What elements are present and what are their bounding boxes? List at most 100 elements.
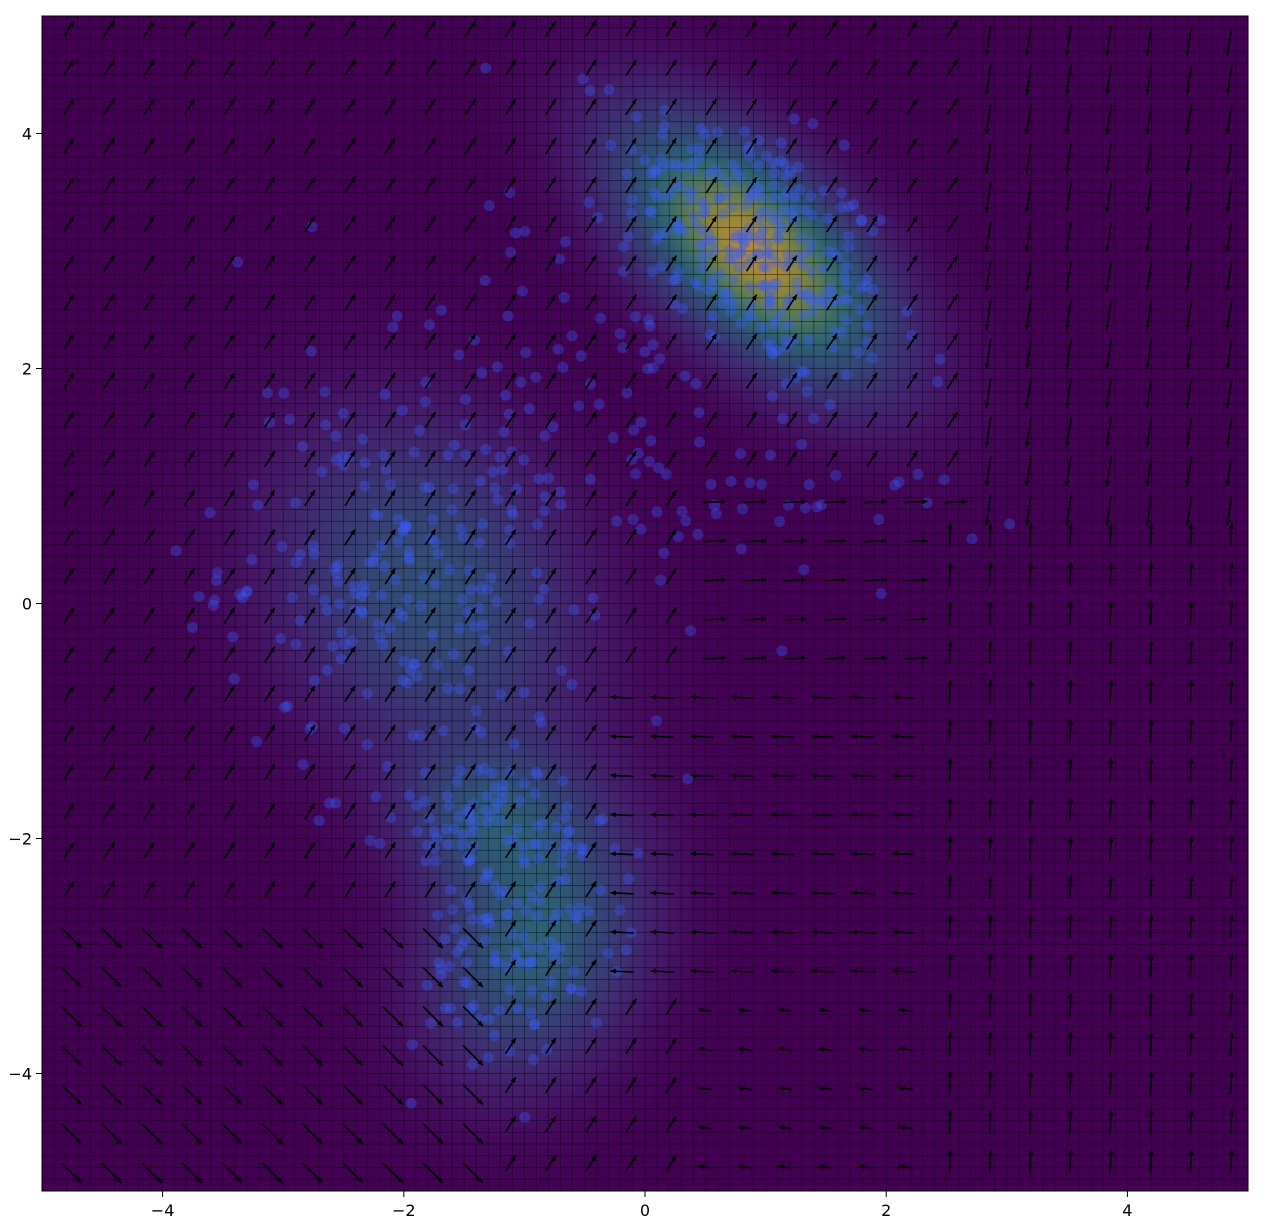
vector-arrow	[464, 294, 477, 311]
scatter-point	[697, 237, 709, 249]
scatter-point	[453, 349, 465, 361]
vector-arrow	[1228, 758, 1234, 782]
scatter-point	[453, 622, 465, 634]
vector-arrow	[101, 1044, 123, 1066]
vector-arrow	[545, 411, 557, 429]
scatter-point	[775, 155, 786, 167]
vector-arrow	[384, 881, 396, 898]
scatter-point	[531, 567, 543, 579]
vector-arrow	[1024, 25, 1032, 57]
vector-arrow	[1105, 299, 1113, 330]
scatter-point	[346, 635, 358, 647]
scatter-point	[841, 369, 853, 381]
scatter-point	[408, 658, 420, 670]
scatter-point	[556, 857, 568, 869]
scatter-point	[791, 276, 803, 288]
vector-arrow	[906, 411, 918, 429]
vector-arrow	[625, 333, 637, 350]
vector-arrow	[183, 607, 196, 624]
scatter-point	[463, 564, 475, 576]
scatter-point	[522, 940, 534, 952]
scatter-point	[454, 683, 466, 695]
vector-arrow	[141, 966, 163, 988]
vector-arrow	[1185, 377, 1193, 409]
scatter-point	[672, 266, 684, 278]
vector-arrow	[745, 450, 758, 468]
vector-arrow	[344, 724, 356, 742]
vector-arrow	[263, 724, 276, 742]
vector-arrow	[1228, 953, 1234, 978]
vector-arrow	[625, 59, 637, 77]
vector-arrow	[947, 1149, 953, 1173]
vector-arrow	[221, 966, 243, 988]
vector-arrow	[223, 372, 236, 390]
scatter-point	[576, 850, 588, 862]
scatter-point	[796, 289, 808, 301]
vector-arrow	[1028, 875, 1034, 900]
scatter-point	[421, 979, 433, 991]
vector-arrow	[745, 372, 758, 390]
scatter-point	[532, 769, 544, 781]
scatter-point	[479, 634, 491, 646]
vector-arrow	[585, 333, 597, 350]
vector-arrow	[504, 333, 517, 350]
scatter-point	[806, 266, 818, 278]
vector-arrow	[422, 1162, 444, 1184]
vector-arrow	[1068, 1071, 1074, 1095]
scatter-point	[701, 249, 713, 261]
vector-arrow	[60, 927, 82, 949]
scatter-point	[571, 911, 583, 922]
scatter-point	[382, 760, 394, 772]
scatter-point	[467, 819, 479, 831]
vector-arrow	[304, 255, 316, 272]
scatter-point	[462, 856, 474, 868]
scatter-point	[691, 219, 703, 230]
scatter-point	[801, 385, 813, 397]
vector-arrow	[141, 1162, 163, 1184]
scatter-point	[359, 457, 371, 469]
scatter-point	[726, 159, 738, 171]
vector-arrow	[987, 953, 993, 978]
scatter-point	[547, 421, 559, 433]
vector-arrow	[545, 294, 557, 311]
scatter-point	[308, 540, 319, 552]
vector-arrow	[703, 616, 727, 622]
vector-arrow	[1108, 1032, 1114, 1056]
scatter-point	[490, 949, 502, 961]
vector-arrow	[585, 372, 597, 390]
scatter-point	[799, 366, 810, 378]
scatter-point	[406, 1039, 418, 1051]
scatter-point	[528, 1019, 540, 1030]
vector-arrow	[504, 59, 517, 77]
scatter-point	[517, 841, 529, 853]
vector-arrow	[1148, 719, 1154, 743]
scatter-point	[548, 915, 560, 927]
scatter-point	[699, 206, 711, 218]
scatter-point	[808, 413, 819, 424]
scatter-point	[232, 256, 244, 268]
scatter-point	[627, 513, 639, 525]
scatter-point	[391, 310, 403, 322]
y-tick-label: −4	[8, 1065, 32, 1084]
vector-arrow	[545, 98, 557, 116]
vector-arrow	[625, 411, 637, 429]
scatter-point	[532, 518, 544, 530]
scatter-point	[733, 171, 745, 183]
vector-arrow	[1064, 182, 1072, 213]
vector-arrow	[384, 685, 396, 703]
vector-arrow	[504, 294, 517, 311]
vector-arrow	[143, 255, 155, 272]
scatter-point	[396, 405, 408, 416]
vector-arrow	[783, 616, 808, 622]
scatter-point	[419, 396, 431, 408]
vector-arrow	[1028, 1032, 1034, 1056]
scatter-point	[319, 386, 331, 398]
scatter-point	[762, 339, 773, 350]
scatter-point	[766, 248, 778, 260]
scatter-point	[1004, 518, 1016, 530]
scatter-point	[398, 655, 410, 667]
scatter-point	[533, 473, 545, 485]
vector-arrow	[891, 694, 915, 700]
vector-arrow	[650, 968, 674, 974]
